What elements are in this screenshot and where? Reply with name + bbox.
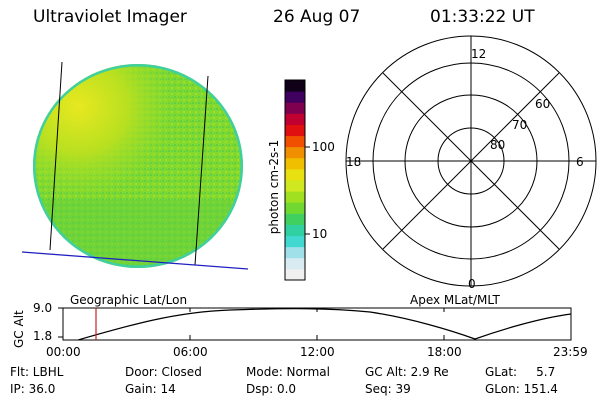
colorbar-band xyxy=(285,180,305,192)
colorbar-band xyxy=(285,113,305,125)
mlt-label-18: 18 xyxy=(346,155,362,169)
ytick-1-8: 1.8 xyxy=(33,329,53,343)
mlt-label-0: 0 xyxy=(468,277,476,291)
gain-info: Gain: 14 xyxy=(125,382,176,396)
door-info: Door: Closed xyxy=(125,365,202,379)
colorbar-band xyxy=(285,157,305,170)
glon-info: GLon: 151.4 xyxy=(485,382,558,396)
xtick-0000: 00:00 xyxy=(46,345,81,359)
dsp-info: Dsp: 0.0 xyxy=(246,382,297,396)
colorbar-band xyxy=(285,257,305,270)
colorbar-band xyxy=(285,168,305,181)
colorbar-band xyxy=(285,246,305,259)
altitude-curve xyxy=(77,308,572,341)
colorbar-band xyxy=(285,135,305,148)
ytick-9: 9.0 xyxy=(33,301,53,315)
equator-line xyxy=(21,251,249,270)
mlt-label-12: 12 xyxy=(471,47,487,61)
seq-info: Seq: 39 xyxy=(365,382,411,396)
altitude-ylabel: GC Alt xyxy=(12,310,26,348)
colorbar-band xyxy=(285,224,305,237)
geographic-label: Geographic Lat/Lon xyxy=(70,293,188,307)
xtick-0600: 06:00 xyxy=(173,345,208,359)
mode-info: Mode: Normal xyxy=(246,365,330,379)
colorbar-band xyxy=(285,235,305,248)
colorbar-tick-100: 100 xyxy=(312,140,335,154)
colorbar-band xyxy=(285,268,305,281)
time-label: 01:33:22 UT xyxy=(430,7,535,27)
xtick-2359: 23:59 xyxy=(553,345,588,359)
colorbar-band xyxy=(285,202,305,214)
xtick-1200: 12:00 xyxy=(300,345,335,359)
lat-label-60: 60 xyxy=(535,97,551,111)
colorbar-band xyxy=(285,191,305,203)
lat-label-80: 80 xyxy=(490,138,506,152)
colorbar-band xyxy=(285,102,305,114)
apex-label: Apex MLat/MLT xyxy=(410,293,500,307)
colorbar-band xyxy=(285,146,305,159)
gcalt-info: GC Alt: 2.9 Re xyxy=(365,365,449,379)
colorbar-band xyxy=(285,213,305,225)
lat-label-70: 70 xyxy=(512,118,528,132)
glat-info: GLat: 5.7 xyxy=(485,365,556,379)
colorbar-band xyxy=(285,91,305,103)
colorbar-tick-10: 10 xyxy=(312,227,328,241)
meridian-left xyxy=(49,61,63,251)
colorbar-band xyxy=(285,80,305,92)
xtick-1800: 18:00 xyxy=(427,345,462,359)
date-label: 26 Aug 07 xyxy=(273,7,361,27)
meridian-right xyxy=(194,75,209,266)
instrument-title: Ultraviolet Imager xyxy=(33,7,187,27)
filter-info: Flt: LBHL xyxy=(10,365,64,379)
colorbar-band xyxy=(285,124,305,137)
ip-info: IP: 36.0 xyxy=(10,382,56,396)
mlt-label-6: 6 xyxy=(576,155,584,169)
